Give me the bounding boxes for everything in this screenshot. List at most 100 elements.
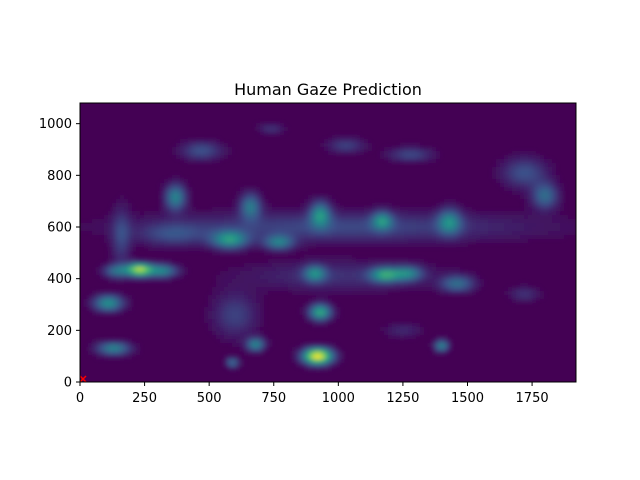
heat-cell [324,367,328,371]
heat-cell [384,151,388,155]
heat-cell [252,219,256,223]
heat-cell [512,159,516,163]
heat-cell [468,215,472,219]
heat-cell [212,231,216,235]
heat-cell [428,151,432,155]
heat-cell [192,143,196,147]
heat-cell [96,295,100,299]
heat-cell [392,227,396,231]
heat-cell [408,159,412,163]
heat-cell [540,231,544,235]
heat-cell [416,147,420,151]
heat-cell [128,259,132,263]
heat-cell [284,283,288,287]
heat-cell [324,287,328,291]
heat-cell [276,243,280,247]
heat-cell [228,219,232,223]
heat-cell [440,203,444,207]
heat-cell [332,343,336,347]
heat-cell [220,291,224,295]
heat-cell [196,247,200,251]
x-tick-label: 500 [197,391,222,406]
heat-cell [348,291,352,295]
heat-cell [404,211,408,215]
heat-cell [100,231,104,235]
heat-cell [208,315,212,319]
heat-cell [492,223,496,227]
heat-cell [324,355,328,359]
heat-cell [352,223,356,227]
heat-cell [404,267,408,271]
heat-cell [444,235,448,239]
heat-cell [416,275,420,279]
heat-cell [544,179,548,183]
heat-cell [424,243,428,247]
heat-cell [308,299,312,303]
heat-cell [128,267,132,271]
heat-cell [256,231,260,235]
heat-cell [260,319,264,323]
heat-cell [316,227,320,231]
heat-cell [524,227,528,231]
heat-cell [552,171,556,175]
heat-cell [292,267,296,271]
heat-cell [108,211,112,215]
heat-cell [248,215,252,219]
heat-cell [176,247,180,251]
heat-cell [556,227,560,231]
heat-cell [104,275,108,279]
heat-cell [380,203,384,207]
heat-cell [224,231,228,235]
heat-cell [116,255,120,259]
heat-cell [256,327,260,331]
heat-cell [124,275,128,279]
heat-cell [156,231,160,235]
heat-cell [348,255,352,259]
heat-cell [488,215,492,219]
heat-cell [236,215,240,219]
heat-cell [208,239,212,243]
heat-cell [336,307,340,311]
heat-cell [248,231,252,235]
heat-cell [536,163,540,167]
heat-cell [104,295,108,299]
heat-cell [364,275,368,279]
heat-cell [252,351,256,355]
heat-cell [176,195,180,199]
heat-cell [200,151,204,155]
heat-cell [224,335,228,339]
heat-cell [316,243,320,247]
heat-cell [416,323,420,327]
heat-cell [324,363,328,367]
heat-cell [424,215,428,219]
heat-cell [216,295,220,299]
heat-cell [120,219,124,223]
heat-cell [452,291,456,295]
heat-cell [504,155,508,159]
heat-cell [532,211,536,215]
heat-cell [360,219,364,223]
heat-cell [516,179,520,183]
heat-cell [440,343,444,347]
heat-cell [160,215,164,219]
heat-cell [320,323,324,327]
heat-cell [128,279,132,283]
heat-cell [252,203,256,207]
heat-cell [460,283,464,287]
heat-cell [296,355,300,359]
heat-cell [428,227,432,231]
heat-cell [484,211,488,215]
heat-cell [496,171,500,175]
heat-cell [336,259,340,263]
heat-cell [324,263,328,267]
heat-cell [448,267,452,271]
heat-cell [516,159,520,163]
heat-cell [320,287,324,291]
heat-cell [124,267,128,271]
heat-cell [172,207,176,211]
heat-cell [480,215,484,219]
heat-cell [328,231,332,235]
heat-cell [124,255,128,259]
heat-cell [388,331,392,335]
heat-cell [544,159,548,163]
